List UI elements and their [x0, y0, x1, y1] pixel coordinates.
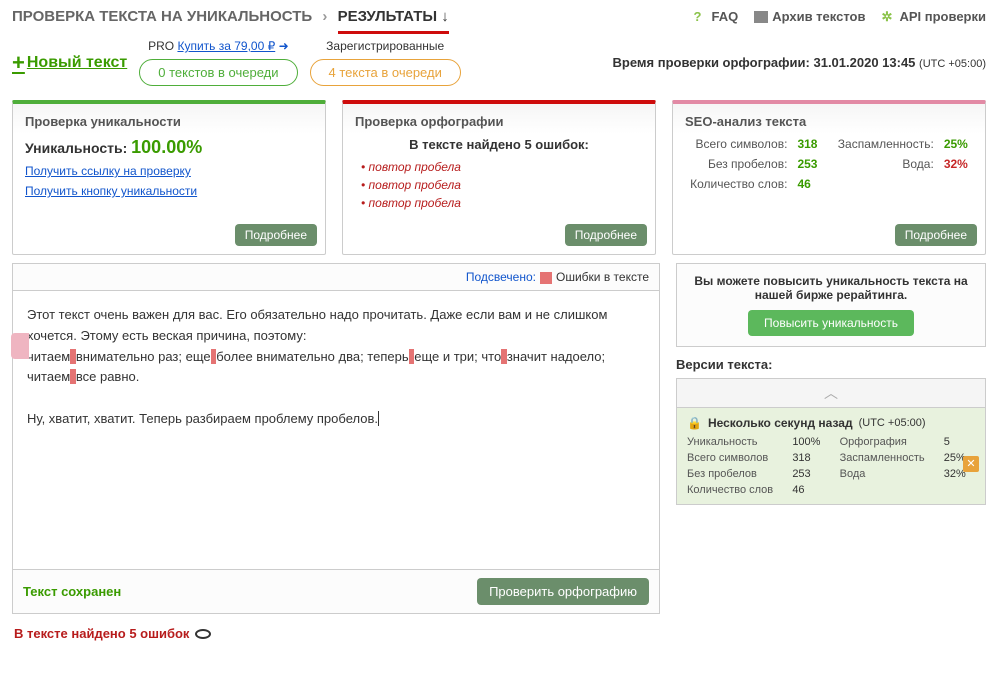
- card-title: Проверка орфографии: [355, 114, 643, 129]
- version-item[interactable]: ✕ 🔒Несколько секунд назад (UTC +05:00) У…: [676, 407, 986, 505]
- card-title: SEO-анализ текста: [685, 114, 973, 129]
- side-tab-handle[interactable]: [11, 333, 29, 359]
- plus-icon: +: [12, 50, 25, 76]
- error-item: повтор пробела: [361, 160, 643, 174]
- check-time: Время проверки орфографии: 31.01.2020 13…: [613, 55, 986, 70]
- version-stats: Уникальность100%Орфография5 Всего символ…: [687, 436, 975, 496]
- seo-grid: Всего символов:318Заспамленность:25% Без…: [685, 137, 973, 191]
- highlight-legend: Подсвечено:Ошибки в тексте: [12, 263, 660, 290]
- bottom-error-summary[interactable]: В тексте найдено 5 ошибок: [12, 614, 211, 645]
- lock-icon: 🔒: [687, 416, 702, 430]
- uniqueness-value: 100.00%: [131, 137, 202, 157]
- text-cursor: [378, 411, 379, 426]
- card-title: Проверка уникальности: [25, 114, 313, 129]
- raise-uniqueness-button[interactable]: Повысить уникальность: [748, 310, 914, 336]
- close-icon[interactable]: ✕: [963, 456, 979, 472]
- raise-uniqueness-box: Вы можете повысить уникальность текста н…: [676, 263, 986, 347]
- error-list: повтор пробела повтор пробела повтор про…: [361, 160, 643, 210]
- faq-link[interactable]: ?FAQ: [693, 9, 738, 24]
- archive-icon: [754, 11, 768, 23]
- check-spelling-button[interactable]: Проверить орфографию: [477, 578, 649, 605]
- api-link[interactable]: ✲API проверки: [881, 9, 986, 24]
- saved-status: Текст сохранен: [23, 584, 121, 599]
- more-button[interactable]: Подробнее: [235, 224, 317, 246]
- breadcrumb-current[interactable]: РЕЗУЛЬТАТЫ ↓: [338, 8, 449, 34]
- get-check-link[interactable]: Получить ссылку на проверку: [25, 164, 313, 178]
- queue-pro-pill[interactable]: 0 текстов в очереди: [139, 59, 297, 86]
- registered-label: Зарегистрированные: [326, 39, 444, 53]
- eye-icon: [195, 629, 211, 639]
- breadcrumb-sep: ›: [322, 8, 327, 25]
- queue-reg-pill[interactable]: 4 текста в очереди: [310, 59, 461, 86]
- help-icon: ?: [693, 10, 707, 24]
- error-item: повтор пробела: [361, 178, 643, 192]
- seo-card: SEO-анализ текста Всего символов:318Засп…: [672, 100, 986, 255]
- archive-link[interactable]: Архив текстов: [754, 9, 865, 24]
- uniqueness-card: Проверка уникальности Уникальность: 100.…: [12, 100, 326, 255]
- errors-summary: В тексте найдено 5 ошибок:: [355, 137, 643, 152]
- breadcrumb-part1[interactable]: ПРОВЕРКА ТЕКСТА НА УНИКАЛЬНОСТЬ: [12, 8, 312, 25]
- more-button[interactable]: Подробнее: [565, 224, 647, 246]
- versions-collapse-toggle[interactable]: ︿: [676, 378, 986, 407]
- breadcrumb: ПРОВЕРКА ТЕКСТА НА УНИКАЛЬНОСТЬ › РЕЗУЛЬ…: [12, 8, 449, 25]
- error-item: повтор пробела: [361, 196, 643, 210]
- get-uniq-button-link[interactable]: Получить кнопку уникальности: [25, 184, 313, 198]
- more-button[interactable]: Подробнее: [895, 224, 977, 246]
- gear-icon: ✲: [881, 10, 895, 24]
- versions-title: Версии текста:: [676, 357, 986, 372]
- pro-label: PRO Купить за 79,00 ₽ ➜: [148, 39, 289, 53]
- arrow-icon: ➜: [279, 39, 289, 53]
- text-editor[interactable]: Этот текст очень важен для вас. Его обяз…: [12, 290, 660, 570]
- spelling-card: Проверка орфографии В тексте найдено 5 о…: [342, 100, 656, 255]
- pro-buy-link[interactable]: Купить за 79,00 ₽: [177, 39, 275, 53]
- new-text-button[interactable]: +Новый текст: [12, 50, 127, 76]
- legend-color-icon: [540, 272, 552, 284]
